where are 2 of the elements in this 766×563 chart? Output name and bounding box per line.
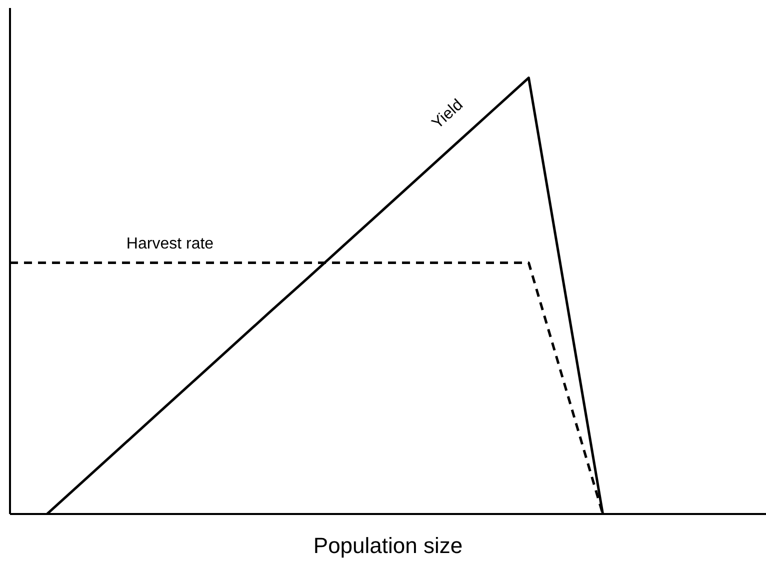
x-axis-title: Population size: [313, 533, 463, 558]
series-label: Harvest rate: [126, 236, 214, 253]
